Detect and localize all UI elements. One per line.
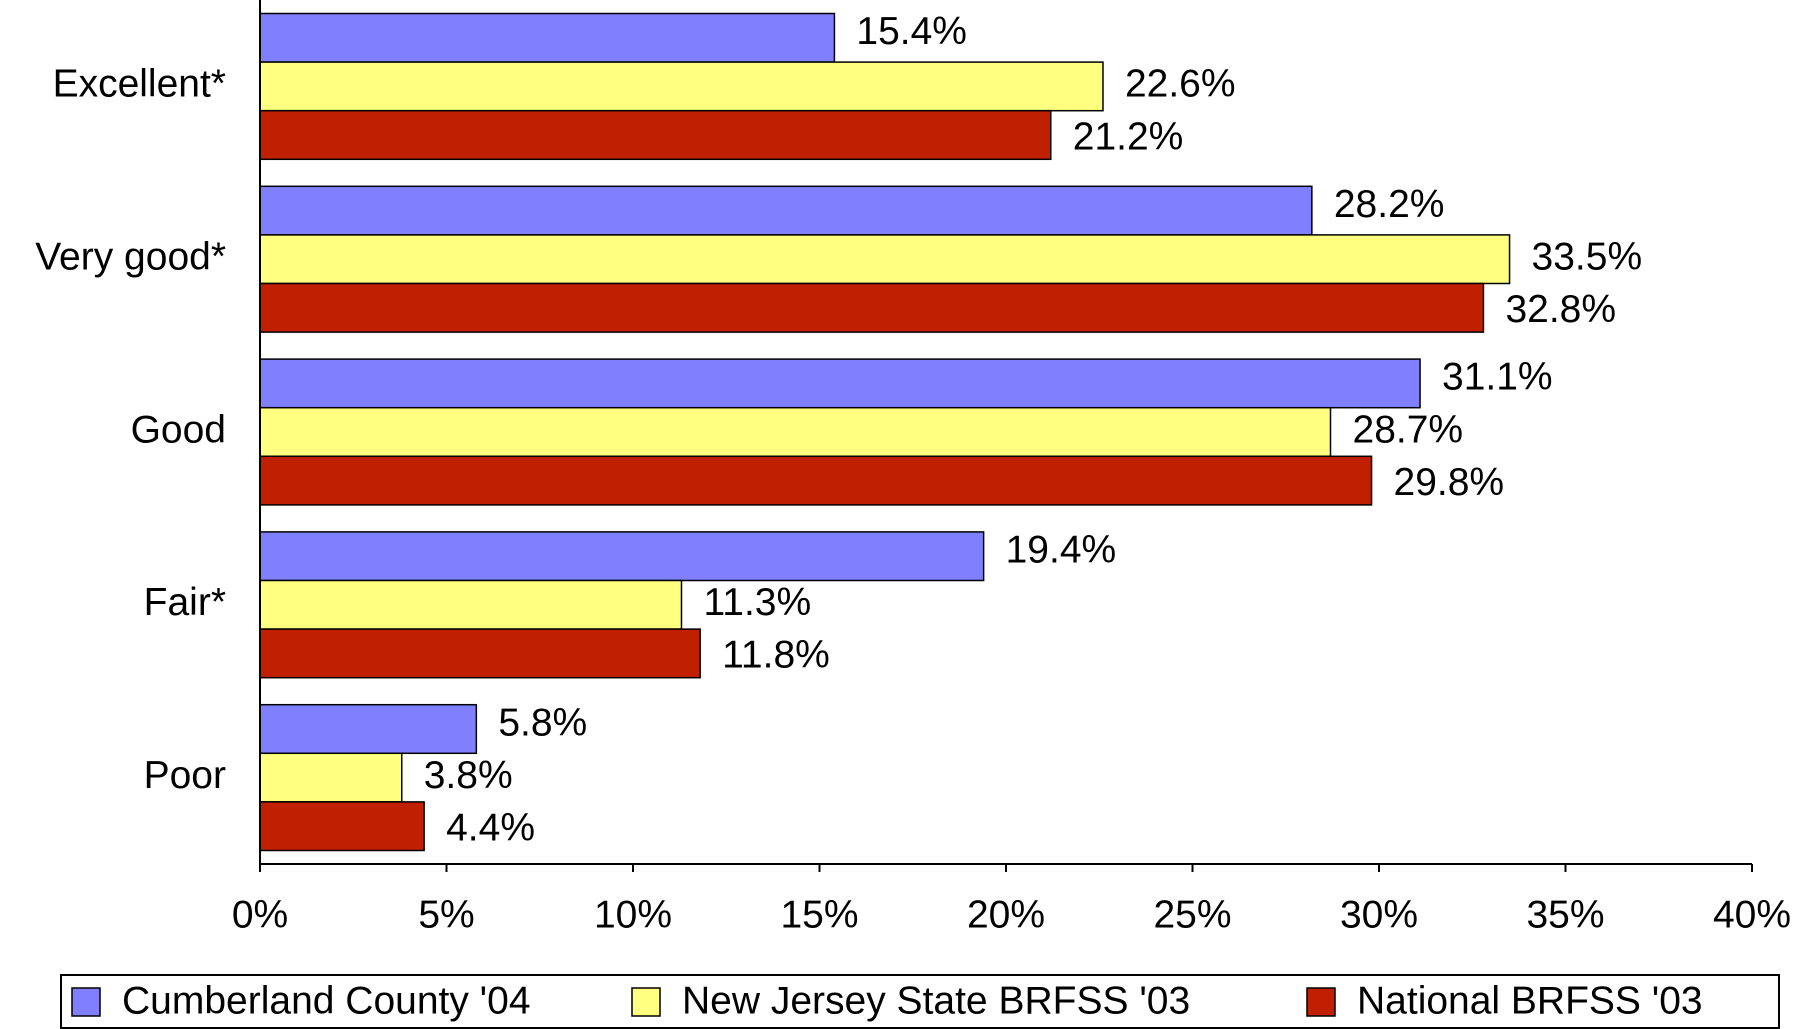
x-tick-label: 30% xyxy=(1340,893,1418,936)
bar xyxy=(259,282,1485,333)
value-label: 11.3% xyxy=(703,581,811,624)
value-label: 4.4% xyxy=(446,806,535,849)
category-label: Poor xyxy=(144,754,226,797)
bar xyxy=(259,628,701,679)
bar xyxy=(259,455,1373,506)
legend-swatch xyxy=(631,987,661,1017)
value-label: 22.6% xyxy=(1125,63,1236,106)
value-label: 19.4% xyxy=(1006,528,1117,571)
bar xyxy=(259,12,836,63)
category-label: Good xyxy=(131,408,226,451)
bar xyxy=(259,358,1421,409)
value-label: 15.4% xyxy=(856,10,967,53)
legend-label: Cumberland County '04 xyxy=(122,979,531,1022)
value-label: 3.8% xyxy=(424,754,513,797)
bar xyxy=(259,801,425,852)
x-tick-label: 0% xyxy=(232,893,288,936)
bar xyxy=(259,579,683,630)
value-label: 28.2% xyxy=(1334,183,1445,226)
value-label: 33.5% xyxy=(1532,235,1643,278)
value-label: 5.8% xyxy=(498,701,587,744)
x-tick-label: 5% xyxy=(418,893,474,936)
value-label: 31.1% xyxy=(1442,356,1553,399)
value-label: 11.8% xyxy=(722,634,830,677)
bar xyxy=(259,185,1313,236)
bar xyxy=(259,703,478,755)
legend-swatch xyxy=(1306,987,1336,1017)
bar xyxy=(259,531,985,582)
bar xyxy=(259,406,1332,458)
x-tick-label: 15% xyxy=(780,893,858,936)
value-label: 29.8% xyxy=(1394,461,1505,504)
category-label: Excellent* xyxy=(53,63,226,106)
value-label: 32.8% xyxy=(1505,288,1616,331)
category-label: Very good* xyxy=(35,235,226,278)
x-tick-label: 10% xyxy=(594,893,672,936)
value-label: 28.7% xyxy=(1353,408,1464,451)
bar xyxy=(259,752,403,803)
legend-swatch xyxy=(71,987,101,1017)
category-label: Fair* xyxy=(144,581,226,624)
x-tick-label: 40% xyxy=(1713,893,1791,936)
value-label: 21.2% xyxy=(1073,115,1184,158)
bar xyxy=(259,109,1052,161)
legend-box xyxy=(60,974,1780,1029)
bar xyxy=(259,234,1511,285)
bar xyxy=(259,61,1104,112)
legend-label: National BRFSS '03 xyxy=(1357,979,1703,1022)
x-tick-label: 20% xyxy=(967,893,1045,936)
x-tick-label: 25% xyxy=(1153,893,1231,936)
x-tick-label: 35% xyxy=(1526,893,1604,936)
legend-label: New Jersey State BRFSS '03 xyxy=(682,979,1190,1022)
